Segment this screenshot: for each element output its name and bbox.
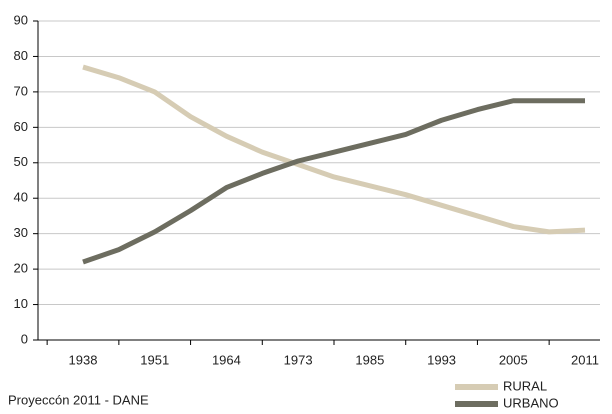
y-tick-label: 70 <box>14 83 28 98</box>
x-tick-label: 1964 <box>212 352 241 367</box>
y-tick-label: 50 <box>14 154 28 169</box>
x-tick-label: 1951 <box>140 352 169 367</box>
y-tick-label: 10 <box>14 296 28 311</box>
x-tick-label: 2011 <box>571 352 599 367</box>
x-tick-label: 1985 <box>355 352 384 367</box>
series-line <box>82 64 586 235</box>
y-tick-label: 60 <box>14 119 28 134</box>
y-tick-label: 0 <box>21 331 28 346</box>
x-tick-label: 2005 <box>499 352 528 367</box>
legend-label: RURAL <box>503 378 547 393</box>
y-tick-label: 30 <box>14 225 28 240</box>
y-tick-label: 80 <box>14 48 28 63</box>
series-line <box>82 98 585 265</box>
source-note: Proyeccón 2011 - DANE <box>8 392 149 407</box>
x-tick-label: 1993 <box>427 352 456 367</box>
x-tick-label: 1938 <box>69 352 98 367</box>
legend-label: URBANO <box>503 395 559 410</box>
x-tick-label: 1973 <box>284 352 313 367</box>
y-tick-label: 40 <box>14 190 28 205</box>
y-tick-label: 90 <box>14 12 28 27</box>
y-tick-label: 20 <box>14 261 28 276</box>
